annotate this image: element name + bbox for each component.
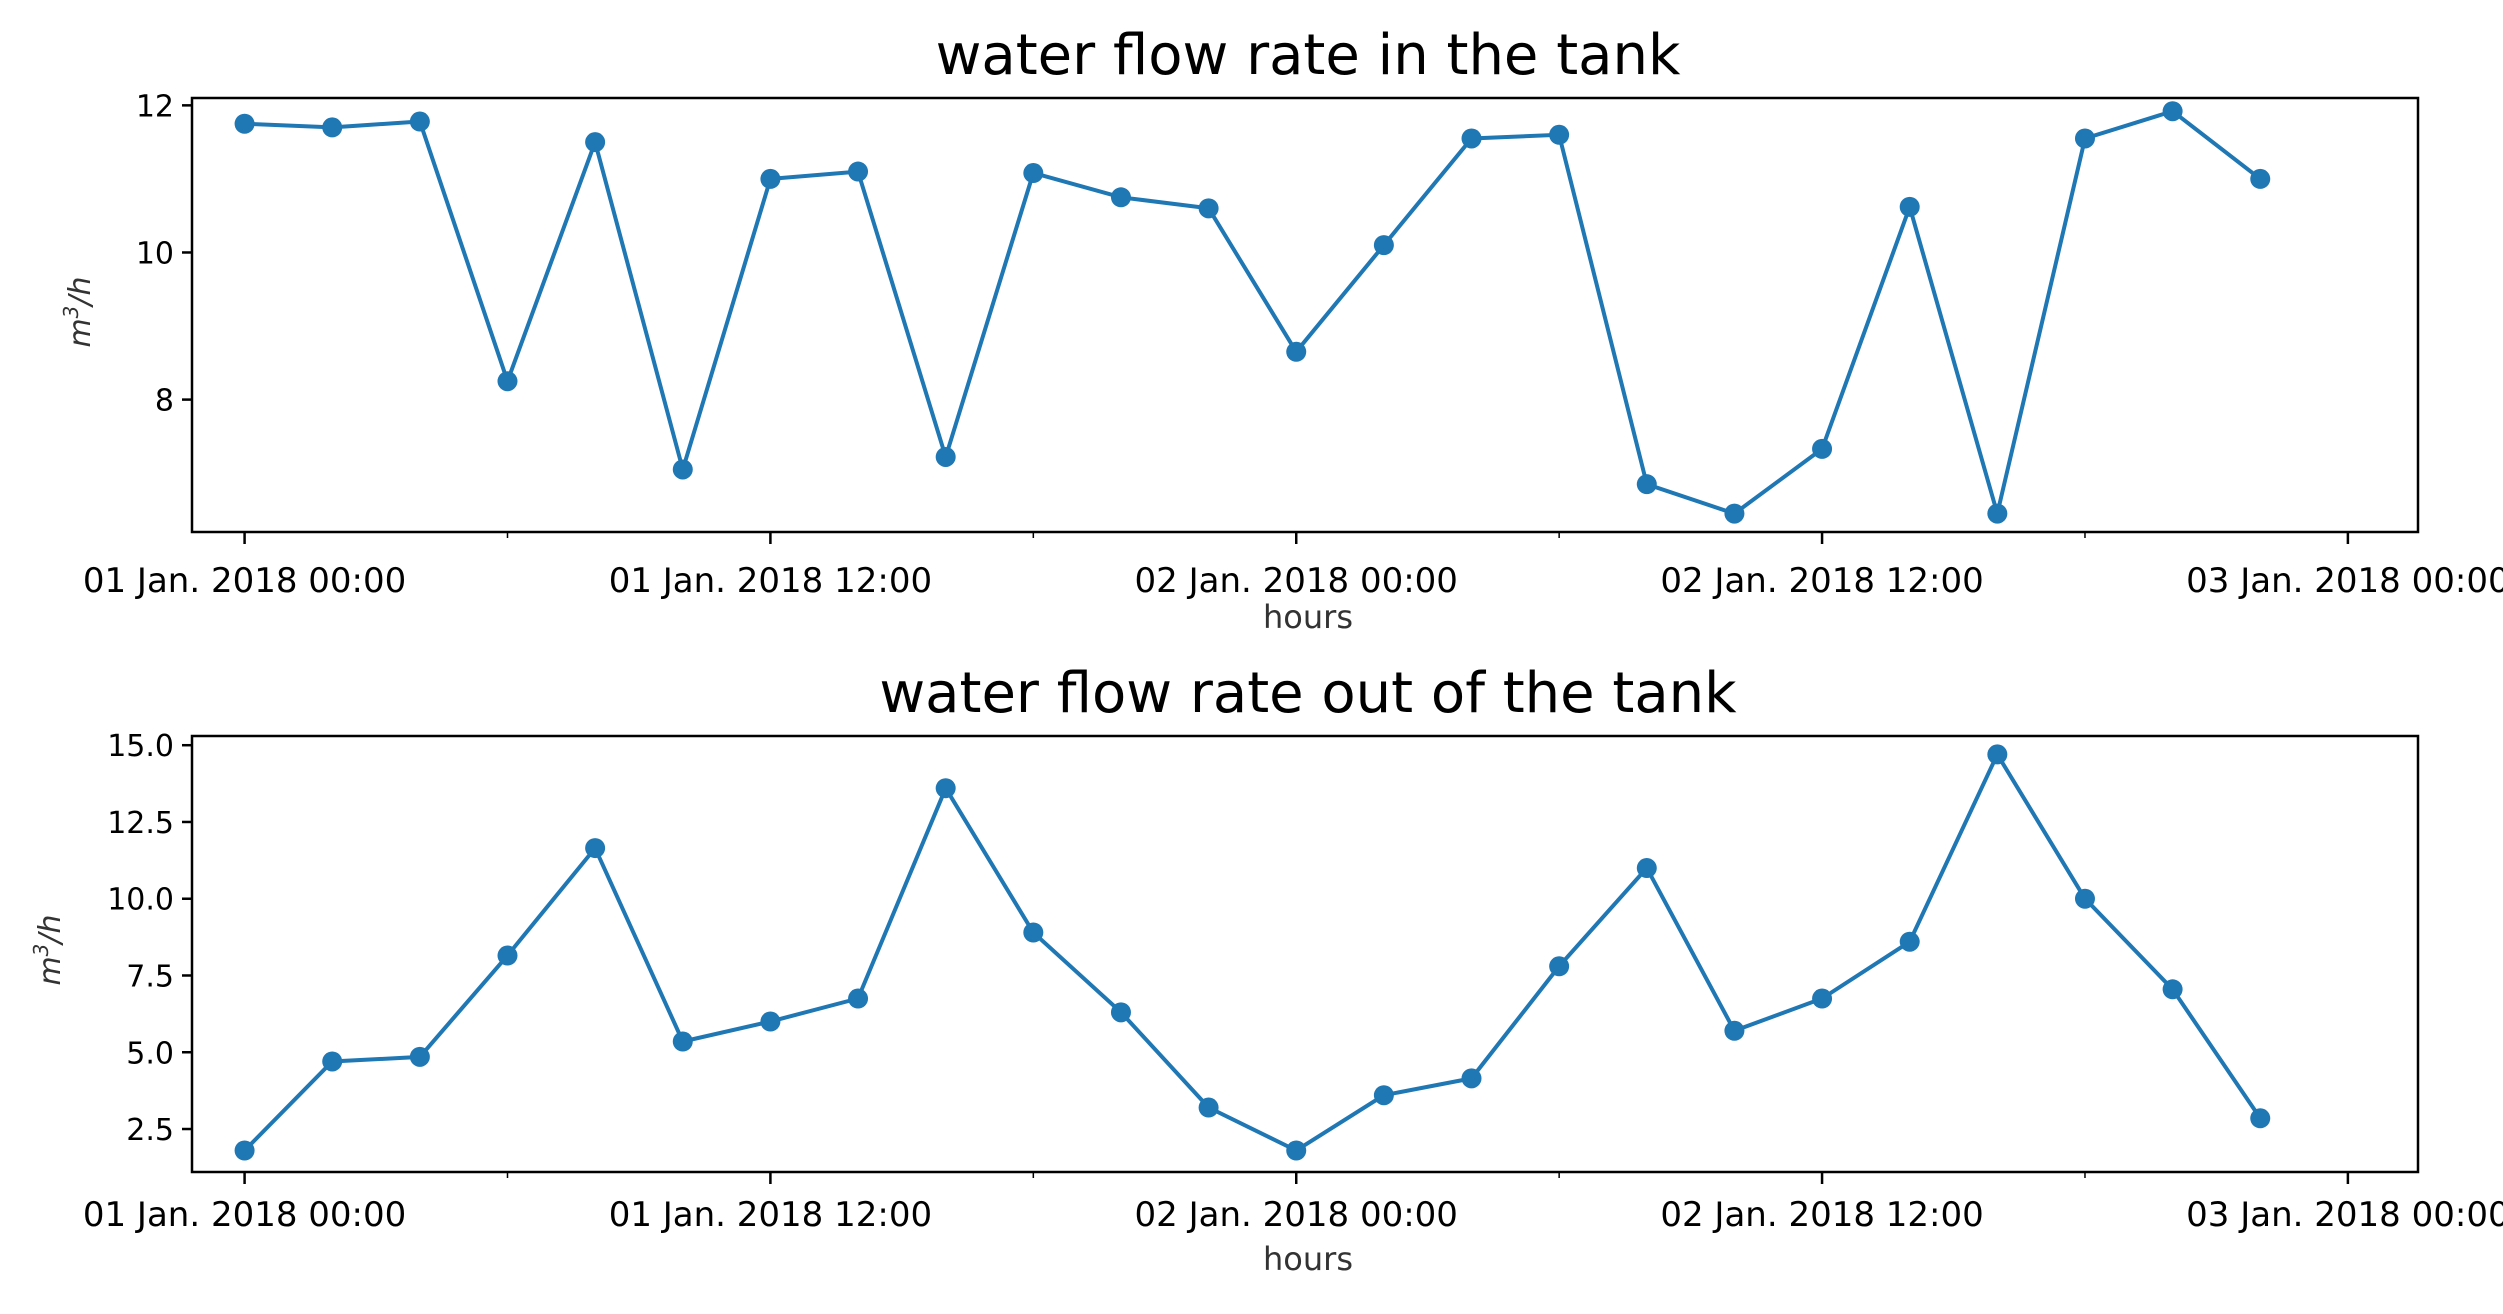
plot-area bbox=[190, 96, 2420, 534]
data-point bbox=[1110, 187, 1131, 208]
svg-text:m3/h: m3/h bbox=[29, 914, 68, 985]
data-point bbox=[1549, 956, 1570, 977]
x-tick-label: 02 Jan. 2018 00:00 bbox=[1135, 561, 1458, 601]
data-point bbox=[760, 168, 781, 189]
data-point bbox=[322, 117, 343, 138]
data-point bbox=[1724, 1020, 1745, 1041]
x-tick-label: 02 Jan. 2018 12:00 bbox=[1660, 561, 1983, 601]
data-point bbox=[1110, 1002, 1131, 1023]
x-tick-label: 01 Jan. 2018 12:00 bbox=[609, 1195, 932, 1235]
x-tick-label: 01 Jan. 2018 00:00 bbox=[83, 561, 406, 601]
data-point bbox=[1812, 988, 1833, 1009]
data-point bbox=[409, 1046, 430, 1067]
data-point bbox=[1987, 744, 2008, 765]
data-point bbox=[1373, 1085, 1394, 1106]
data-point bbox=[2162, 979, 2183, 1000]
y-axis-label-sup: 3 bbox=[29, 944, 53, 957]
x-tick-label: 01 Jan. 2018 00:00 bbox=[83, 1195, 406, 1235]
data-point bbox=[935, 778, 956, 799]
data-point bbox=[1724, 503, 1745, 524]
data-point bbox=[1286, 1140, 1307, 1161]
data-point bbox=[234, 1140, 255, 1161]
y-tick-label: 5.0 bbox=[126, 1036, 174, 1071]
data-point bbox=[1899, 196, 1920, 217]
data-point bbox=[848, 988, 869, 1009]
data-point bbox=[497, 371, 518, 392]
data-point bbox=[585, 132, 606, 153]
x-axis-label: hours bbox=[1263, 598, 1353, 636]
y-tick-label: 7.5 bbox=[126, 959, 174, 994]
data-point bbox=[234, 113, 255, 134]
chart-inflow: water flow rate in the tank m3/h 8 10 12 0… bbox=[59, 23, 2503, 636]
y-axis-label-sup: 3 bbox=[59, 306, 83, 319]
data-point bbox=[1549, 124, 1570, 145]
y-axis-label: m3/h bbox=[29, 914, 68, 985]
data-point bbox=[1812, 438, 1833, 459]
data-point bbox=[1636, 474, 1657, 495]
data-point bbox=[1286, 341, 1307, 362]
data-point bbox=[1023, 163, 1044, 184]
plot-area bbox=[190, 734, 2420, 1174]
data-point bbox=[585, 838, 606, 859]
data-point bbox=[1899, 931, 1920, 952]
data-point bbox=[2074, 888, 2095, 909]
y-tick-label: 15.0 bbox=[107, 729, 174, 764]
svg-text:m3/h: m3/h bbox=[59, 276, 98, 347]
data-point bbox=[1373, 235, 1394, 256]
chart-title: water flow rate out of the tank bbox=[879, 661, 1737, 726]
data-point bbox=[2162, 101, 2183, 122]
y-axis-label-base: m bbox=[33, 956, 68, 985]
x-axis-label: hours bbox=[1263, 1240, 1353, 1278]
data-point bbox=[1023, 922, 1044, 943]
x-tick-label: 03 Jan. 2018 00:00 bbox=[2186, 561, 2503, 601]
y-axis-label-base: m bbox=[63, 318, 98, 347]
series-line bbox=[244, 108, 2262, 522]
series-line bbox=[243, 750, 2262, 1153]
data-point bbox=[1198, 1097, 1219, 1118]
data-point bbox=[322, 1051, 343, 1072]
x-tick-label: 02 Jan. 2018 12:00 bbox=[1660, 1195, 1983, 1235]
y-tick-label: 2.5 bbox=[126, 1113, 174, 1148]
y-axis-label: m3/h bbox=[59, 276, 98, 347]
data-point bbox=[672, 459, 693, 480]
y-axis-label-tail: /h bbox=[63, 276, 98, 308]
data-point bbox=[409, 111, 430, 132]
data-point bbox=[848, 161, 869, 182]
data-point bbox=[672, 1031, 693, 1052]
y-tick-label: 10.0 bbox=[107, 883, 174, 918]
data-point bbox=[935, 446, 956, 467]
data-point bbox=[760, 1011, 781, 1032]
data-point bbox=[2250, 1108, 2271, 1129]
x-tick-label: 01 Jan. 2018 12:00 bbox=[609, 561, 932, 601]
data-point bbox=[1461, 1068, 1482, 1089]
data-point bbox=[1636, 858, 1657, 879]
data-point bbox=[1987, 503, 2008, 524]
data-point bbox=[1461, 128, 1482, 149]
y-axis-label-tail: /h bbox=[33, 914, 68, 946]
y-tick-label: 12 bbox=[136, 89, 174, 124]
data-point bbox=[1198, 198, 1219, 219]
y-tick-label: 10 bbox=[136, 236, 174, 271]
chart-title: water flow rate in the tank bbox=[936, 23, 1681, 88]
data-point bbox=[2250, 168, 2271, 189]
x-tick-label: 03 Jan. 2018 00:00 bbox=[2186, 1195, 2503, 1235]
y-tick-label: 12.5 bbox=[107, 806, 174, 841]
chart-outflow: water flow rate out of the tank m3/h 2.5… bbox=[29, 661, 2503, 1278]
y-tick-label: 8 bbox=[155, 384, 174, 419]
data-point bbox=[497, 945, 518, 966]
x-tick-label: 02 Jan. 2018 00:00 bbox=[1135, 1195, 1458, 1235]
data-point bbox=[2074, 128, 2095, 149]
